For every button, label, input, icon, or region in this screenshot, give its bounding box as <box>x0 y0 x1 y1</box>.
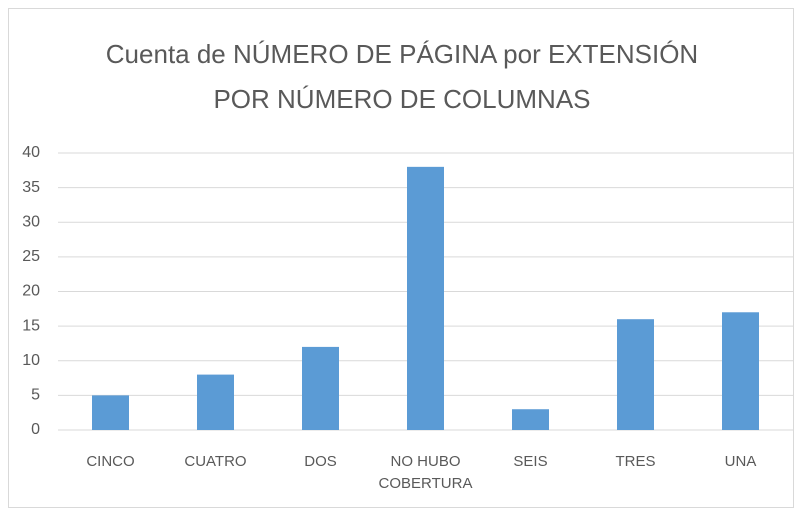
chart-frame <box>8 8 794 508</box>
x-tick-label: SEIS <box>513 453 548 470</box>
bar <box>92 395 129 430</box>
y-tick-label: 20 <box>22 283 40 300</box>
bar <box>617 319 654 430</box>
y-tick-label: 10 <box>22 352 40 369</box>
y-tick-label: 25 <box>22 248 40 265</box>
bar <box>722 312 759 430</box>
y-tick-label: 0 <box>31 421 40 438</box>
x-tick-label: DOS <box>304 453 337 470</box>
y-tick-label: 15 <box>22 317 40 334</box>
y-tick-label: 5 <box>31 387 40 404</box>
bar <box>197 374 234 430</box>
bar <box>407 166 444 430</box>
y-tick-label: 30 <box>22 213 40 230</box>
x-tick-label: NO HUBO COBERTURA <box>378 453 473 492</box>
x-tick-label: CINCO <box>86 453 135 470</box>
y-tick-label: 40 <box>22 144 40 161</box>
y-tick-label: 35 <box>22 179 40 196</box>
x-tick-label: UNA <box>724 453 757 470</box>
x-tick-label: CUATRO <box>184 453 247 470</box>
chart-title: Cuenta de NÚMERO DE PÁGINA por EXTENSIÓN <box>106 39 698 69</box>
bar <box>512 409 549 430</box>
chart-title: POR NÚMERO DE COLUMNAS <box>213 84 590 114</box>
x-tick-label: TRES <box>615 453 656 470</box>
bar <box>302 346 339 430</box>
